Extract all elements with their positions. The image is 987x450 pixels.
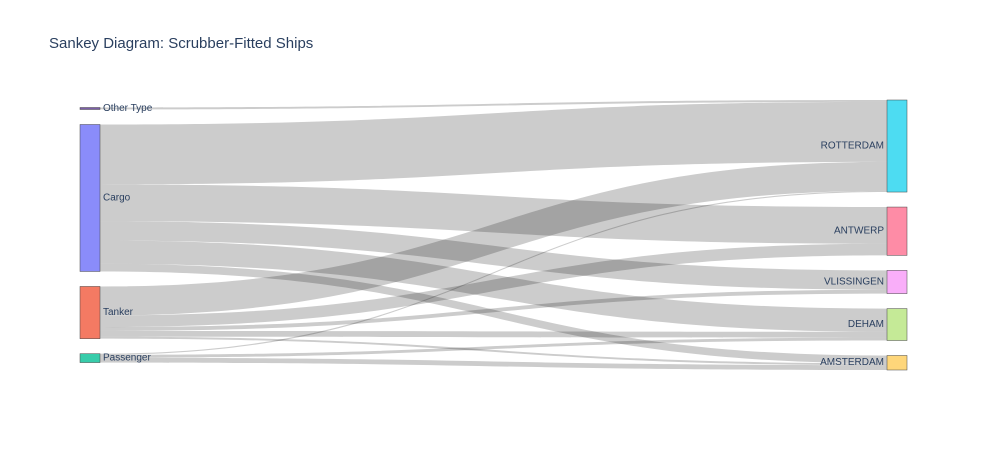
node-label-deham: DEHAM xyxy=(848,319,884,330)
node-label-cargo: Cargo xyxy=(103,192,131,203)
node-other-type[interactable] xyxy=(79,107,101,110)
link-tanker-to-deham[interactable] xyxy=(100,330,887,338)
link-cargo-to-rotterdam[interactable] xyxy=(100,101,887,185)
node-label-amsterdam: AMSTERDAM xyxy=(820,357,884,368)
node-vlissingen[interactable] xyxy=(886,270,908,294)
node-label-rotterdam: ROTTERDAM xyxy=(821,141,884,152)
link-tanker-to-vlissingen[interactable] xyxy=(100,289,887,331)
node-cargo[interactable] xyxy=(79,124,101,272)
link-tanker-to-rotterdam[interactable] xyxy=(100,161,887,316)
node-tanker[interactable] xyxy=(79,286,101,339)
link-passenger-to-amsterdam[interactable] xyxy=(100,357,887,370)
node-label-passenger: Passenger xyxy=(103,353,151,364)
node-label-tanker: Tanker xyxy=(103,307,134,318)
link-cargo-to-deham[interactable] xyxy=(100,240,887,332)
node-rotterdam[interactable] xyxy=(886,99,908,193)
link-tanker-to-amsterdam[interactable] xyxy=(100,336,887,366)
node-label-vlissingen: VLISSINGEN xyxy=(824,276,884,287)
node-antwerp[interactable] xyxy=(886,206,908,256)
link-other-type-to-rotterdam[interactable] xyxy=(100,100,887,110)
link-passenger-to-rotterdam[interactable] xyxy=(100,190,887,355)
sankey-nodes xyxy=(79,99,908,371)
link-passenger-to-deham[interactable] xyxy=(100,337,887,358)
link-cargo-to-antwerp[interactable] xyxy=(100,184,887,244)
chart-title: Sankey Diagram: Scrubber-Fitted Ships xyxy=(49,35,314,52)
link-tanker-to-antwerp[interactable] xyxy=(100,243,887,328)
sankey-labels: Other Type Cargo Tanker Passenger ROTTERDAM A… xyxy=(103,103,884,368)
sankey-links xyxy=(100,100,887,370)
node-label-antwerp: ANTWERP xyxy=(834,226,884,237)
link-cargo-to-amsterdam[interactable] xyxy=(100,263,887,364)
node-label-other-type: Other Type xyxy=(103,103,153,114)
node-passenger[interactable] xyxy=(79,353,101,363)
node-deham[interactable] xyxy=(886,308,908,341)
node-amsterdam[interactable] xyxy=(886,355,908,371)
link-cargo-to-vlissingen[interactable] xyxy=(100,221,887,290)
